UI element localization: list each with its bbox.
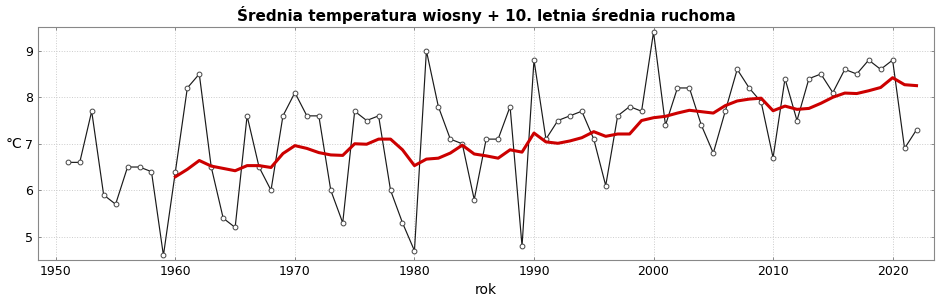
Point (144, 169, 159, 174)
Point (156, 253, 171, 258)
Point (909, 127, 924, 132)
Point (132, 165, 147, 169)
Point (562, 113, 577, 118)
Point (694, 123, 709, 128)
Point (96, 192, 111, 197)
Point (790, 118, 805, 123)
Point (311, 113, 326, 118)
Y-axis label: °C: °C (6, 137, 23, 151)
Point (215, 216, 230, 221)
Point (729, 67, 744, 72)
Point (742, 85, 757, 90)
Point (610, 113, 625, 118)
Point (777, 76, 792, 81)
Point (514, 244, 529, 248)
Point (658, 123, 673, 128)
Point (383, 188, 398, 193)
Point (455, 141, 470, 146)
Point (85, 109, 100, 114)
Point (587, 137, 602, 142)
Point (347, 109, 362, 114)
Point (299, 113, 314, 118)
Point (526, 58, 541, 62)
Point (551, 118, 566, 123)
Title: Średnia temperatura wiosny + 10. letnia średnia ruchoma: Średnia temperatura wiosny + 10. letnia … (237, 5, 735, 24)
Point (897, 146, 912, 151)
Point (431, 104, 446, 109)
Point (275, 113, 290, 118)
Point (813, 72, 828, 76)
Point (336, 220, 351, 225)
Point (204, 165, 219, 169)
Point (885, 58, 901, 62)
Point (670, 85, 685, 90)
Point (120, 165, 135, 169)
Point (802, 76, 817, 81)
Point (491, 137, 506, 142)
Point (288, 90, 303, 95)
Point (825, 90, 840, 95)
Point (252, 165, 267, 169)
Point (478, 137, 494, 142)
Point (359, 118, 374, 123)
Point (466, 197, 481, 202)
Point (60, 160, 75, 165)
Point (539, 137, 554, 142)
Point (706, 151, 721, 155)
Point (180, 85, 195, 90)
Point (754, 99, 769, 104)
Point (263, 188, 278, 193)
Point (634, 109, 650, 114)
Point (323, 188, 338, 193)
Point (395, 220, 410, 225)
Point (574, 109, 589, 114)
Point (861, 58, 876, 62)
Point (646, 30, 661, 35)
Point (622, 104, 637, 109)
Point (419, 48, 434, 53)
Point (192, 72, 207, 76)
Point (682, 85, 697, 90)
Point (873, 67, 888, 72)
Point (765, 155, 780, 160)
Point (72, 160, 87, 165)
X-axis label: rok: rok (475, 283, 497, 298)
Point (503, 104, 518, 109)
Point (108, 202, 123, 207)
Point (849, 72, 864, 76)
Point (407, 248, 422, 253)
Point (371, 113, 386, 118)
Point (718, 109, 733, 114)
Point (168, 169, 183, 174)
Point (227, 225, 243, 230)
Point (443, 137, 458, 142)
Point (240, 113, 255, 118)
Point (598, 183, 613, 188)
Point (838, 67, 853, 72)
